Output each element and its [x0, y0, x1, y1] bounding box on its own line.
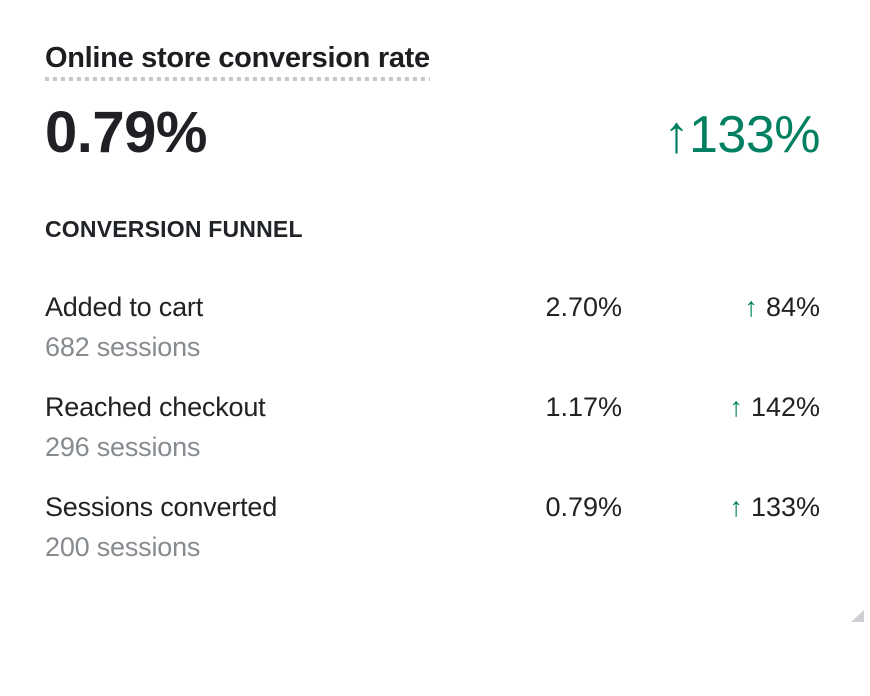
funnel-step-label: Sessions converted: [45, 491, 278, 522]
funnel-step-rate: 2.70%: [545, 291, 622, 322]
funnel-step-sessions: 296 sessions: [45, 431, 201, 462]
conversion-rate-change: ↑133%: [663, 106, 821, 164]
funnel-step-sessions: 200 sessions: [45, 531, 201, 562]
funnel-row-added-to-cart: Added to cart 682 sessions 2.70% ↑ 84%: [45, 287, 820, 367]
resize-handle[interactable]: [851, 610, 864, 622]
change-percent: 133%: [750, 491, 820, 522]
card-title[interactable]: Online store conversion rate: [45, 40, 430, 81]
funnel-step-rate: 0.79%: [545, 491, 622, 522]
up-arrow-icon: ↑: [729, 491, 743, 522]
funnel-step-label: Reached checkout: [45, 391, 266, 422]
up-arrow-icon: ↑: [663, 106, 690, 164]
conversion-funnel-heading: CONVERSION FUNNEL: [45, 215, 303, 242]
funnel-row-sessions-converted: Sessions converted 200 sessions 0.79% ↑ 1…: [45, 487, 820, 567]
change-percent: 142%: [750, 391, 820, 422]
conversion-rate-card: Online store conversion rate 0.79% ↑133%…: [45, 40, 821, 567]
funnel-row-reached-checkout: Reached checkout 296 sessions 1.17% ↑ 142…: [45, 387, 820, 467]
up-arrow-icon: ↑: [729, 391, 743, 422]
funnel-step-labels: Added to cart 682 sessions: [45, 287, 472, 367]
funnel-step-change: ↑ 142%: [622, 387, 820, 427]
funnel-step-labels: Sessions converted 200 sessions: [45, 487, 472, 567]
change-percent: 84%: [765, 291, 820, 322]
funnel-step-change: ↑ 133%: [622, 487, 820, 527]
funnel-step-sessions: 682 sessions: [45, 331, 201, 362]
conversion-rate-value: 0.79%: [45, 100, 207, 165]
funnel-step-rate: 1.17%: [545, 391, 622, 422]
up-arrow-icon: ↑: [744, 291, 758, 322]
conversion-funnel: Added to cart 682 sessions 2.70% ↑ 84% Re…: [45, 287, 820, 567]
funnel-step-change: ↑ 84%: [622, 287, 820, 327]
funnel-step-label: Added to cart: [45, 291, 204, 322]
change-value: 133%: [689, 106, 821, 164]
kpi-row: 0.79% ↑133%: [45, 100, 821, 165]
funnel-step-labels: Reached checkout 296 sessions: [45, 387, 472, 467]
